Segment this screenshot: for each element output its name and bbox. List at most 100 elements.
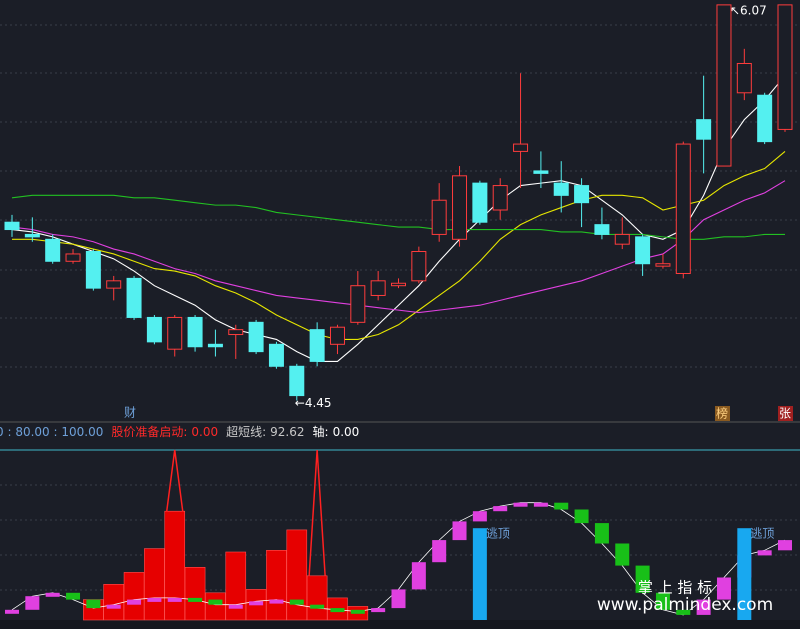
bar (306, 575, 328, 621)
line-segment (432, 540, 447, 563)
candle-body (167, 316, 183, 350)
line-segment (208, 599, 223, 605)
line-segment (269, 599, 284, 604)
candle-body (431, 199, 447, 235)
bar (266, 549, 287, 621)
candle-body (696, 119, 712, 140)
line-segment (716, 577, 731, 600)
scale-label: 80.00 (15, 425, 49, 439)
separator: : (4, 425, 16, 439)
flag-bg (715, 406, 730, 421)
bar (286, 529, 308, 621)
flag: 张 (779, 407, 791, 421)
candle-body (24, 233, 40, 238)
line-segment (472, 511, 487, 522)
line-segment (554, 502, 569, 510)
bar (205, 592, 226, 621)
line-segment (655, 592, 670, 610)
legend-name: 超短线: (226, 424, 266, 439)
candle-body (45, 238, 61, 262)
candle-body (370, 280, 386, 296)
bar (144, 548, 165, 621)
line-segment (452, 521, 467, 541)
ma-line (11, 180, 786, 314)
escape-label: 逃顶 (486, 527, 510, 541)
candle-body (533, 170, 549, 174)
candle-body (513, 143, 529, 152)
line-segment (757, 550, 772, 556)
candle-body (777, 4, 793, 130)
line-segment (5, 609, 19, 614)
line-segment (696, 599, 711, 615)
line-segment (310, 604, 325, 609)
escape-bar (737, 528, 752, 620)
bar (123, 572, 145, 621)
candle-body (716, 4, 732, 167)
candle-body (594, 224, 610, 235)
candle-body (65, 253, 81, 262)
flag: 财 (124, 406, 136, 420)
escape-label: 逃顶 (750, 527, 774, 541)
candle-body (574, 185, 590, 204)
line-segment (147, 597, 162, 602)
candle-body (472, 182, 488, 223)
scale-label: 0 (0, 425, 4, 439)
high-marker: ↖6.07 (730, 3, 767, 17)
watermark-url: www.palmindex.com (597, 595, 773, 615)
candle-body (4, 221, 20, 231)
candle-body (614, 233, 630, 245)
flag: 榜 (716, 406, 728, 421)
candle-body (207, 343, 223, 348)
candle-body (350, 285, 366, 323)
line-segment (635, 565, 650, 593)
candle-body (675, 143, 691, 274)
candle-body (553, 182, 569, 196)
line-segment (615, 543, 630, 566)
line-segment (25, 596, 40, 610)
candle-body (228, 329, 244, 336)
bar (164, 510, 186, 621)
legend-value: 0.00 (191, 425, 218, 439)
time-bar (0, 620, 800, 629)
line-segment (574, 509, 589, 524)
candle-body (309, 329, 325, 362)
line-segment (778, 540, 792, 551)
line-segment (350, 609, 365, 614)
legend-value: 0.00 (333, 425, 360, 439)
grid (0, 24, 800, 591)
line-segment (676, 609, 691, 615)
candle-body (248, 321, 264, 353)
line-segment (127, 599, 142, 605)
line-segment (289, 599, 304, 605)
scale-label: 100.00 (61, 425, 103, 439)
candle-body (757, 94, 773, 143)
line-segment (391, 589, 406, 609)
candle-body (452, 175, 468, 240)
candle-body (655, 263, 671, 267)
bar (184, 566, 206, 621)
candle-body (635, 236, 651, 265)
bar (225, 551, 247, 621)
watermark-title: 掌 上 指 标 (638, 579, 712, 597)
line-segment (493, 506, 508, 512)
legend-name: 轴: (313, 424, 329, 439)
bar (103, 583, 125, 621)
ma-line (12, 150, 786, 340)
separator: : (50, 425, 62, 439)
line-segment (167, 597, 182, 602)
candle-body (391, 282, 406, 287)
candle-body (85, 251, 101, 289)
candle-body (187, 316, 203, 348)
ma-line (11, 75, 786, 362)
line-segment (66, 592, 81, 600)
legend-name: 股价准备启动: (111, 425, 187, 439)
ma-line (11, 194, 785, 240)
line-segment (249, 601, 264, 606)
line-segment (513, 502, 528, 507)
candle-body (106, 280, 122, 289)
line-segment (594, 523, 609, 544)
escape-bar (472, 528, 487, 620)
low-marker: ←4.45 (295, 396, 332, 410)
